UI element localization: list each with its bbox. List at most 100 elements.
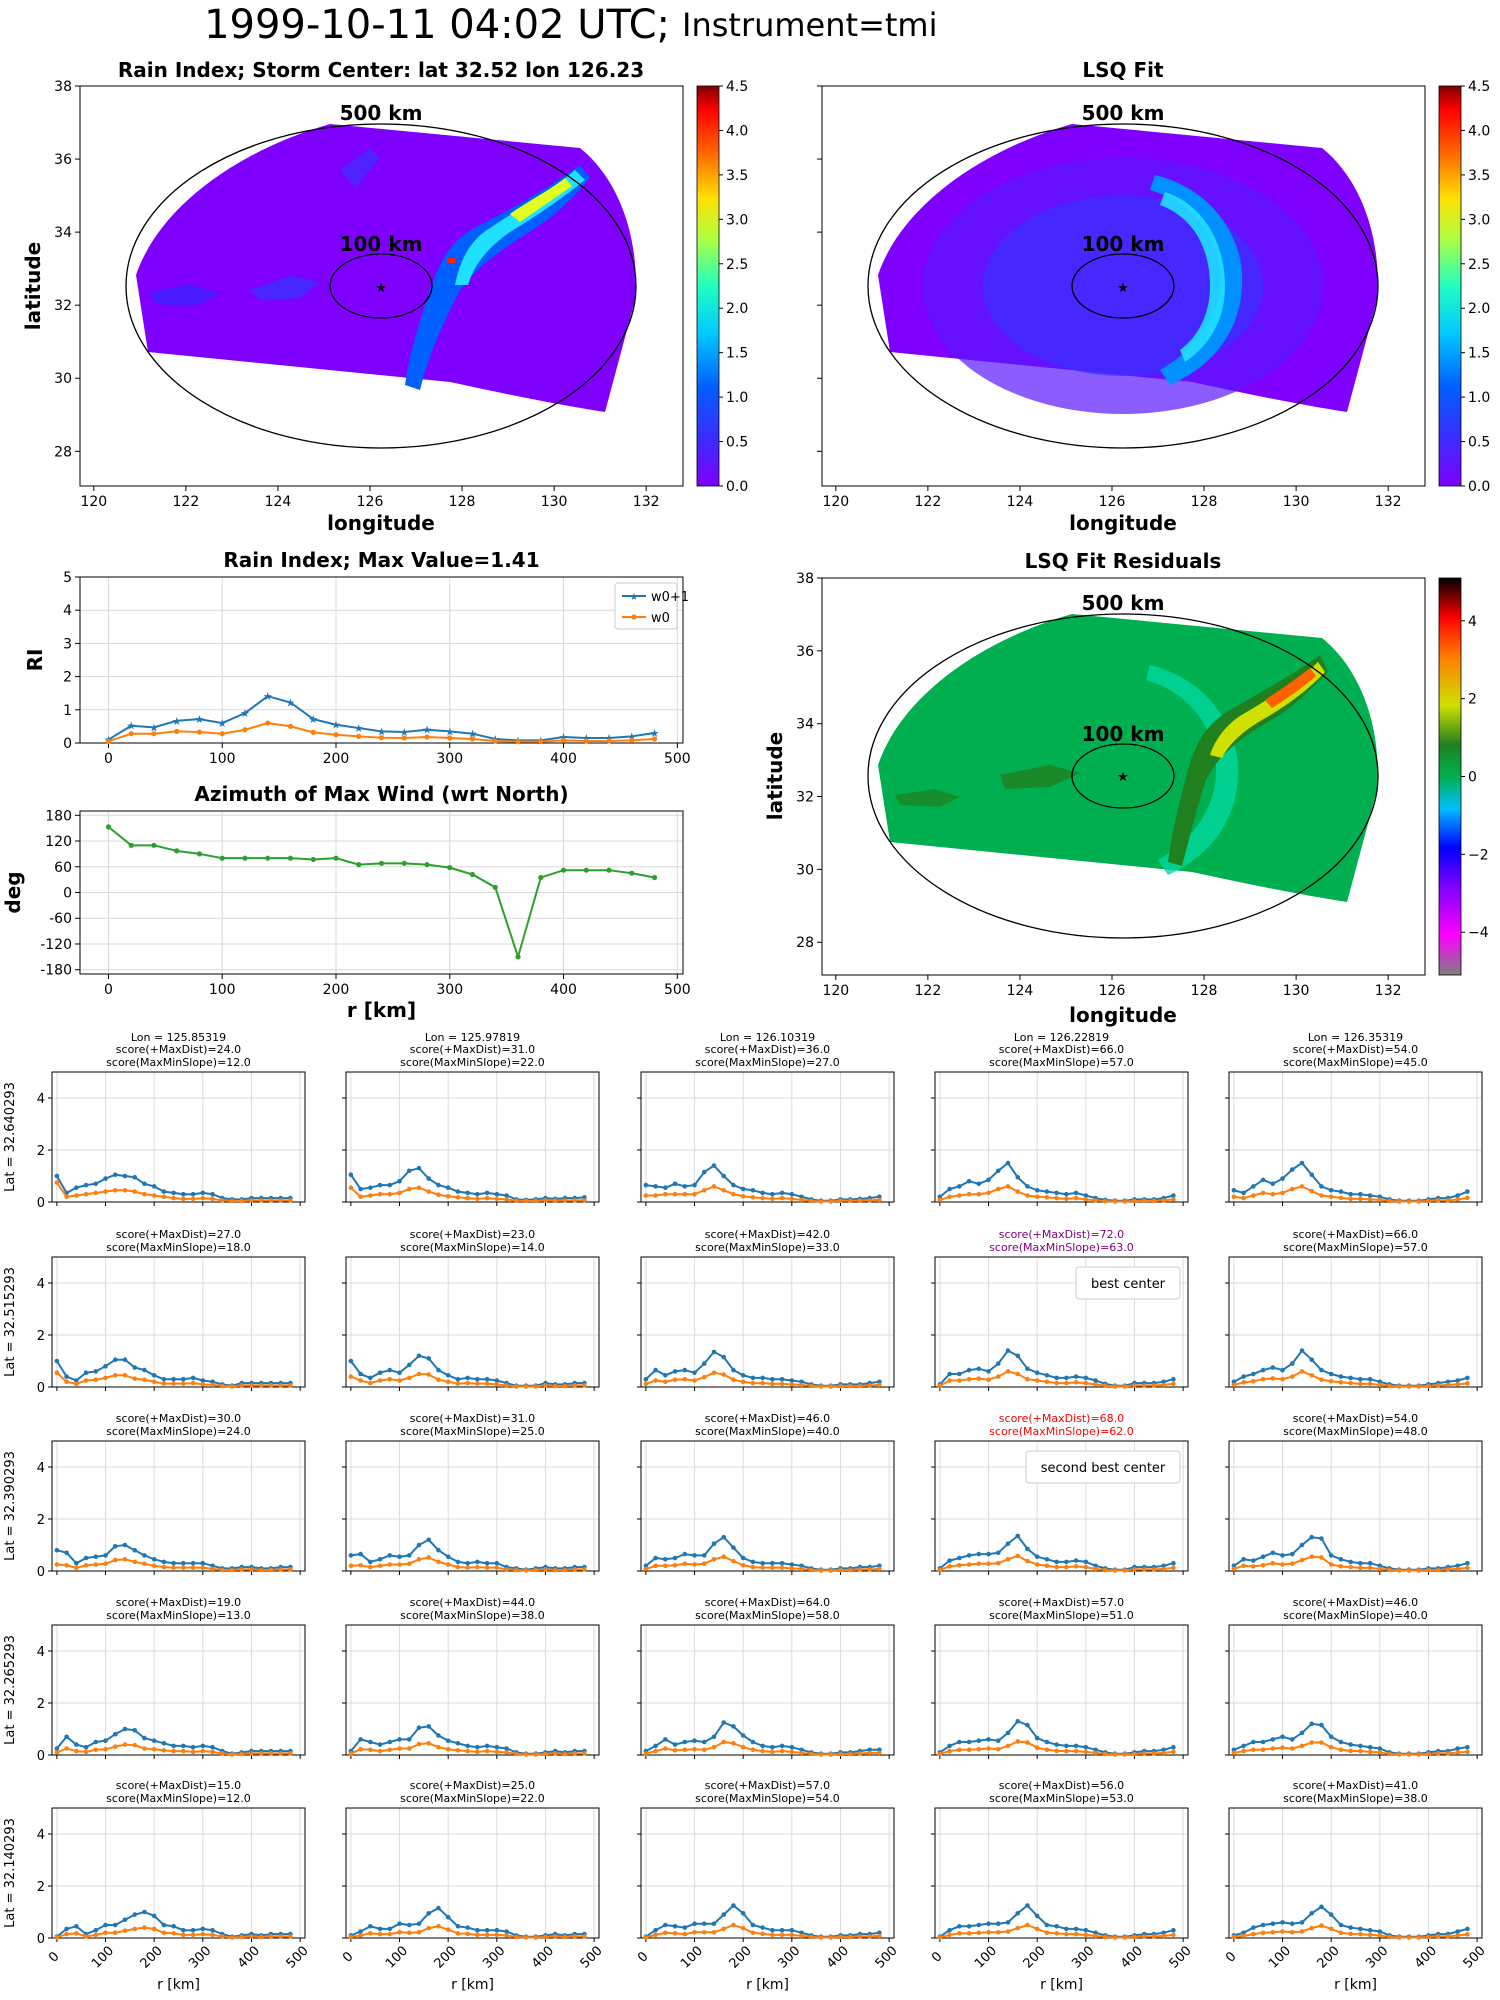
data-point: [653, 1184, 658, 1189]
data-point: [1358, 1748, 1363, 1754]
data-point: [132, 1728, 138, 1733]
data-point: [378, 735, 385, 741]
data-point: [562, 1198, 568, 1203]
data-point: [219, 1567, 225, 1573]
data-point: [278, 1198, 283, 1203]
data-point: [1406, 1384, 1412, 1389]
data-point: [1015, 1739, 1021, 1744]
lsq-map-xlabel: longitude: [1069, 511, 1177, 535]
storm-center-marker: ★: [1117, 770, 1129, 785]
data-point: ★: [195, 713, 205, 726]
rain-map-axes: 120 122 124 126 128 130 132 28 30 32 34 36 38: [54, 79, 659, 510]
y-tick-label: 38: [796, 571, 814, 587]
data-point: [1073, 1558, 1079, 1563]
data-point: [966, 1747, 972, 1753]
data-point: [779, 1195, 785, 1201]
data-point: [387, 1739, 393, 1745]
data-point: [857, 1567, 863, 1572]
data-point: [711, 1370, 717, 1375]
data-point: [1044, 1379, 1050, 1385]
data-point: [663, 1191, 668, 1197]
data-point: [1465, 1749, 1470, 1755]
data-point: [64, 1374, 69, 1379]
data-point: [484, 1560, 490, 1566]
data-point: [957, 1562, 962, 1568]
data-point: [1015, 1553, 1021, 1559]
y-tick-label: 0: [63, 886, 72, 902]
score-maxminslope: score(MaxMinSlope)=12.0: [106, 1792, 251, 1805]
data-point: [1348, 1380, 1353, 1386]
x-tick-label: 0: [104, 751, 113, 767]
score-maxminslope: score(MaxMinSlope)=38.0: [400, 1609, 545, 1622]
grid-panel: score(+MaxDist)=46.0score(MaxMinSlope)=4…: [1225, 1596, 1483, 1759]
data-point: [1396, 1935, 1402, 1940]
data-point: [643, 1566, 649, 1572]
data-point: [947, 1371, 952, 1377]
score-maxdist: score(+MaxDist)=46.0: [705, 1412, 830, 1425]
legend-marker: [631, 614, 637, 620]
data-point: [1348, 1748, 1353, 1754]
ring-100km: [329, 253, 433, 319]
score-maxminslope: score(MaxMinSlope)=58.0: [695, 1609, 840, 1622]
data-point: [132, 1547, 138, 1553]
data-point: [190, 1927, 196, 1933]
data-point: [161, 1930, 167, 1936]
data-point: [867, 1198, 872, 1203]
data-point: [995, 1550, 1001, 1556]
x-tick-label: 100: [972, 1943, 1000, 1971]
data-point: [1161, 1198, 1166, 1203]
legend-box: [1075, 1266, 1181, 1300]
data-point: [1367, 1560, 1373, 1566]
data-point: [258, 1383, 264, 1388]
x-tick-label: 400: [550, 751, 577, 767]
data-point: [1358, 1191, 1363, 1197]
x-tick-label: 122: [173, 494, 200, 510]
data-point: [112, 1930, 118, 1936]
data-point: [1054, 1748, 1059, 1754]
data-point: [1338, 1930, 1344, 1936]
resid-map-axes: 120 122 124 126 128 130 132 28 30 32 34 36 38: [796, 571, 1401, 999]
data-point: [132, 1365, 138, 1370]
grid-panel: score(+MaxDist)=56.0score(MaxMinSlope)=5…: [929, 1779, 1195, 1993]
data-point: [181, 1927, 186, 1933]
data-point: [1406, 1568, 1412, 1573]
grid-panel: 0 2 4 score(+MaxDist)=27.0score(MaxMinSlope…: [3, 1228, 306, 1396]
score-maxminslope: score(MaxMinSlope)=22.0: [400, 1792, 545, 1805]
data-point: [779, 1376, 785, 1382]
data-point: [1377, 1566, 1383, 1572]
data-point: [416, 1371, 422, 1377]
data-point: [132, 1926, 138, 1932]
row-label: Lat = 32.265293: [3, 1635, 18, 1745]
data-point: [986, 1369, 991, 1374]
data-point: [1231, 1750, 1237, 1756]
data-point: [1270, 1376, 1276, 1381]
data-point: [1367, 1565, 1373, 1571]
resid-patch: [1000, 765, 1080, 789]
data-point: [1064, 1559, 1069, 1565]
data-point: [1044, 1373, 1050, 1378]
panel-frame: [345, 1807, 600, 1939]
data-point: [808, 1567, 814, 1573]
panel-frame: [51, 1624, 306, 1756]
data-point: [1319, 1740, 1324, 1745]
colorbar-tick-label: 1.5: [1468, 346, 1490, 362]
data-point: [877, 1933, 882, 1939]
data-point: [1083, 1380, 1089, 1386]
score-maxminslope: score(MaxMinSlope)=57.0: [1283, 1241, 1428, 1254]
x-tick-label: 120: [80, 494, 107, 510]
data-point: [1289, 1561, 1295, 1567]
data-point: [268, 1751, 274, 1756]
score-maxminslope: score(MaxMinSlope)=14.0: [400, 1241, 545, 1254]
data-point: [582, 1751, 587, 1756]
row-label: Lat = 32.515293: [3, 1267, 18, 1377]
score-maxdist: score(+MaxDist)=30.0: [116, 1412, 241, 1425]
grid-panel: score(+MaxDist)=46.0score(MaxMinSlope)=4…: [637, 1412, 895, 1575]
grid-panel: score(+MaxDist)=42.0score(MaxMinSlope)=3…: [637, 1228, 895, 1391]
data-point: [1309, 1911, 1315, 1916]
data-point: [1348, 1375, 1353, 1381]
data-point: [1093, 1750, 1098, 1756]
data-point: [1260, 1376, 1266, 1382]
data-point: [122, 1917, 128, 1923]
data-point: [1015, 1911, 1021, 1916]
data-point: [83, 1370, 89, 1375]
